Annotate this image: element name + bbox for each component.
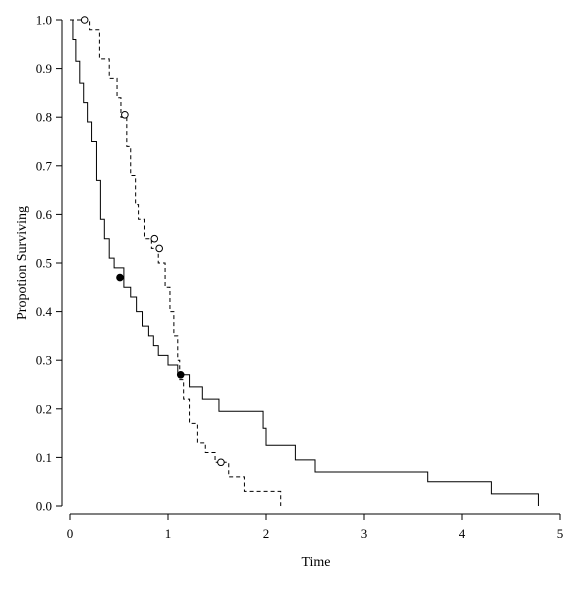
y-tick-label: 0.6 <box>36 207 53 222</box>
y-tick-label: 0.9 <box>36 61 52 76</box>
x-tick-label: 0 <box>67 526 74 541</box>
series-2-censor-mark <box>150 234 159 243</box>
series-1-line <box>70 19 539 506</box>
x-tick-label: 3 <box>361 526 368 541</box>
x-tick-label: 1 <box>165 526 172 541</box>
y-tick-label: 0.8 <box>36 110 52 125</box>
x-axis-title: Time <box>301 555 330 570</box>
series-2-censor-mark <box>121 110 129 119</box>
series-layer <box>70 16 539 506</box>
y-tick-label: 0.1 <box>36 450 52 465</box>
y-tick-label: 0.4 <box>36 304 53 319</box>
x-tick-label: 5 <box>557 526 564 541</box>
x-tick-label: 2 <box>263 526 270 541</box>
y-tick-label: 0.3 <box>36 353 52 368</box>
y-tick-label: 0.7 <box>36 158 53 173</box>
series-1-censor-mark <box>116 273 124 282</box>
axes: 0.0 0.1 0.2 0.3 0.4 0.5 0.6 0.7 0.8 0.9 1.0 0 1 2 3 4 5 <box>36 13 564 542</box>
y-tick-label: 1.0 <box>36 13 52 28</box>
series-2-censor-mark <box>80 16 89 24</box>
y-tick-label: 0.0 <box>36 499 52 514</box>
x-tick-label: 4 <box>459 526 466 541</box>
y-axis-title: Propotion Surviving <box>15 206 30 320</box>
y-tick-label: 0.2 <box>36 401 52 416</box>
y-tick-label: 0.5 <box>36 256 52 271</box>
series-2-line <box>70 19 282 506</box>
series-1-censor-mark <box>176 370 185 379</box>
series-2-censor-mark <box>217 458 225 467</box>
series-2-censor-mark <box>155 244 163 253</box>
